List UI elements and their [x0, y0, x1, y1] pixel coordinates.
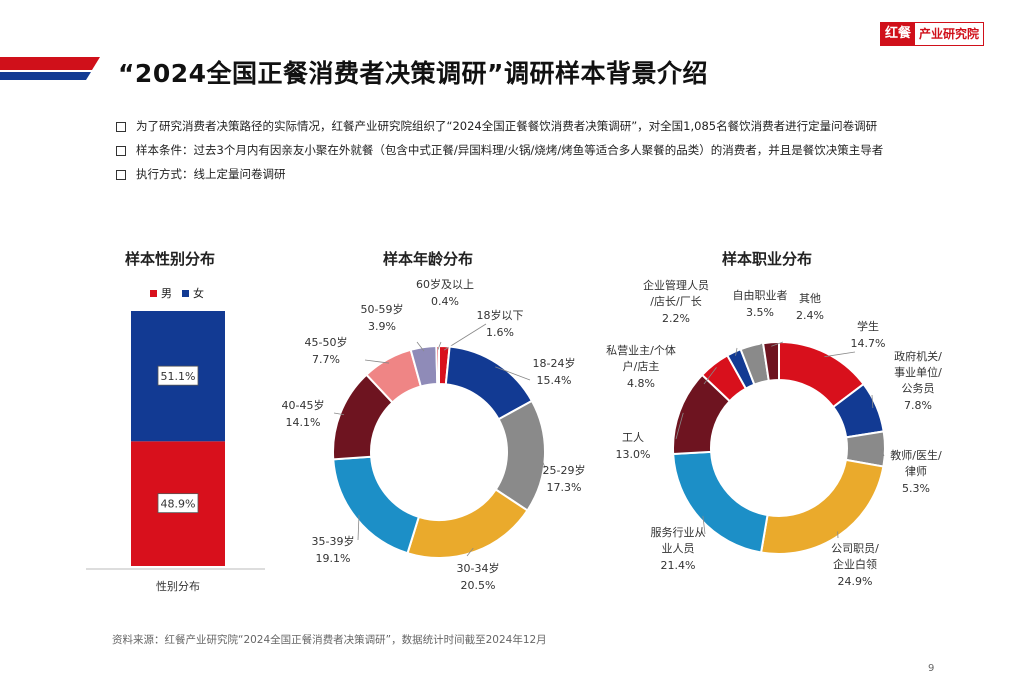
gender-bar-value-label: 48.9%	[161, 498, 196, 511]
occupation-slice-label: 服务行业从	[651, 526, 706, 539]
bullet-text: 为了研究消费者决策路径的实际情况，红餐产业研究院组织了“2024全国正餐餐饮消费…	[136, 119, 878, 133]
bullet-item: 为了研究消费者决策路径的实际情况，红餐产业研究院组织了“2024全国正餐餐饮消费…	[112, 119, 912, 134]
occupation-slice-label: 政府机关/	[894, 349, 942, 363]
occupation-leader-line	[771, 341, 784, 347]
occupation-slice-value: 7.8%	[904, 399, 932, 412]
occupation-slice-value: 13.0%	[616, 448, 651, 461]
age-slice-label: 18岁以下	[477, 308, 524, 322]
occupation-slice-label: 企业白领	[833, 557, 877, 571]
age-slice-label: 30-34岁	[457, 561, 500, 575]
age-leader-line	[466, 547, 474, 557]
occupation-slice-label: 工人	[622, 431, 644, 444]
occupation-leader-line	[675, 412, 684, 440]
occupation-leader-line	[752, 343, 763, 350]
occupation-slice-label: 户/店主	[623, 359, 660, 373]
age-slice-value: 20.5%	[461, 579, 496, 592]
occupation-leader-line	[871, 394, 874, 409]
age-leader-line	[437, 341, 442, 351]
age-slice-label: 60岁及以上	[416, 277, 474, 291]
occupation-slice	[761, 340, 780, 382]
age-leader-line	[364, 359, 390, 364]
occupation-slice-label: 事业单位/	[894, 365, 942, 379]
occupation-slice-label: 教师/医生/	[890, 448, 942, 462]
age-leader-line	[357, 515, 360, 541]
gender-x-tick-label: 性别分布	[156, 579, 200, 593]
age-slice	[435, 344, 440, 386]
age-slice-label: 50-59岁	[361, 302, 404, 316]
occupation-leader-line	[735, 347, 738, 356]
legend-female-swatch	[182, 289, 189, 297]
occupation-slice-label: 私营业主/个体	[606, 343, 676, 357]
age-leader-line	[540, 456, 546, 469]
legend-male-label: 男	[161, 287, 172, 300]
age-slice-value: 1.6%	[486, 326, 514, 339]
gender-bar-label-box	[157, 493, 199, 514]
gender-chart-title: 样本性别分布	[125, 250, 216, 268]
bullet-text: 执行方式：线上定量问卷调研	[136, 167, 286, 181]
gender-legend: 男 女	[150, 285, 204, 301]
bullet-square-icon	[116, 122, 126, 132]
occupation-slice-value: 4.8%	[627, 377, 655, 390]
age-slice-value: 7.7%	[312, 353, 340, 366]
age-slice-value: 19.1%	[316, 552, 351, 565]
legend-male-swatch	[150, 289, 157, 297]
header-stripe	[0, 57, 100, 80]
age-slice-value: 3.9%	[368, 320, 396, 333]
occupation-slice-label: 公务员	[902, 382, 935, 395]
occupation-slice-value: 21.4%	[661, 559, 696, 572]
age-slice-label: 40-45岁	[282, 398, 325, 412]
bullet-item: 样本条件：过去3个月内有因亲友小聚在外就餐（包含中式正餐/异国料理/火锅/烧烤/…	[112, 143, 912, 158]
occupation-slice-value: 24.9%	[838, 575, 873, 588]
occupation-slice-label: 学生	[857, 319, 879, 333]
source-note: 资料来源：红餐产业研究院“2024全国正餐消费者决策调研”，数据统计时间截至20…	[112, 634, 547, 646]
occupation-slice-label: 公司职员/	[831, 542, 879, 555]
age-leader-line	[333, 412, 345, 416]
brand-logo: 红餐 产业研究院	[880, 22, 985, 46]
age-slice-value: 17.3%	[547, 481, 582, 494]
bullet-list: 为了研究消费者决策路径的实际情况，红餐产业研究院组织了“2024全国正餐餐饮消费…	[112, 119, 912, 191]
occupation-slice-value: 5.3%	[902, 482, 930, 495]
occupation-slice-label: /店长/厂长	[650, 294, 701, 308]
age-chart-title: 样本年龄分布	[383, 250, 474, 268]
bullet-text: 样本条件：过去3个月内有因亲友小聚在外就餐（包含中式正餐/异国料理/火锅/烧烤/…	[136, 143, 884, 157]
bullet-square-icon	[116, 170, 126, 180]
logo-mark: 红餐	[881, 23, 916, 45]
occupation-slice-value: 2.2%	[662, 312, 690, 325]
occupation-slice-label: 自由职业者	[733, 288, 788, 302]
page-number: 9	[928, 663, 935, 674]
age-slice-value: 15.4%	[537, 374, 572, 387]
occupation-slice-label: 业人员	[662, 542, 695, 555]
logo-text: 产业研究院	[919, 27, 980, 41]
occupation-leader-line	[824, 351, 856, 358]
page-title: “2024全国正餐消费者决策调研”调研样本背景介绍	[118, 59, 708, 88]
age-leader-line	[495, 366, 531, 381]
age-slice-label: 25-29岁	[543, 463, 586, 477]
occupation-slice-value: 2.4%	[796, 309, 824, 322]
occupation-slice	[759, 458, 885, 555]
bullet-square-icon	[116, 146, 126, 156]
gender-bar-value-label: 51.1%	[161, 370, 196, 383]
occupation-slice-label: 其他	[799, 292, 821, 305]
age-slice-label: 35-39岁	[312, 534, 355, 548]
occupation-slice-label: 律师	[905, 465, 927, 478]
age-slice	[406, 488, 529, 559]
occupation-chart-title: 样本职业分布	[722, 250, 813, 268]
occupation-leader-line	[703, 367, 717, 385]
age-leader-line	[416, 341, 425, 352]
age-slice-label: 45-50岁	[305, 335, 348, 349]
occupation-leader-line	[702, 515, 706, 535]
occupation-slice-label: 企业管理人员	[643, 278, 709, 292]
gender-bar-label-box	[157, 365, 199, 386]
age-slice-label: 18-24岁	[533, 356, 576, 370]
age-slice-value: 0.4%	[431, 295, 459, 308]
age-slice-value: 14.1%	[286, 416, 321, 429]
bullet-item: 执行方式：线上定量问卷调研	[112, 167, 912, 182]
occupation-leader-line	[880, 448, 885, 457]
occupation-slice-value: 14.7%	[851, 337, 886, 350]
occupation-slice-value: 3.5%	[746, 306, 774, 319]
legend-female-label: 女	[193, 287, 204, 300]
